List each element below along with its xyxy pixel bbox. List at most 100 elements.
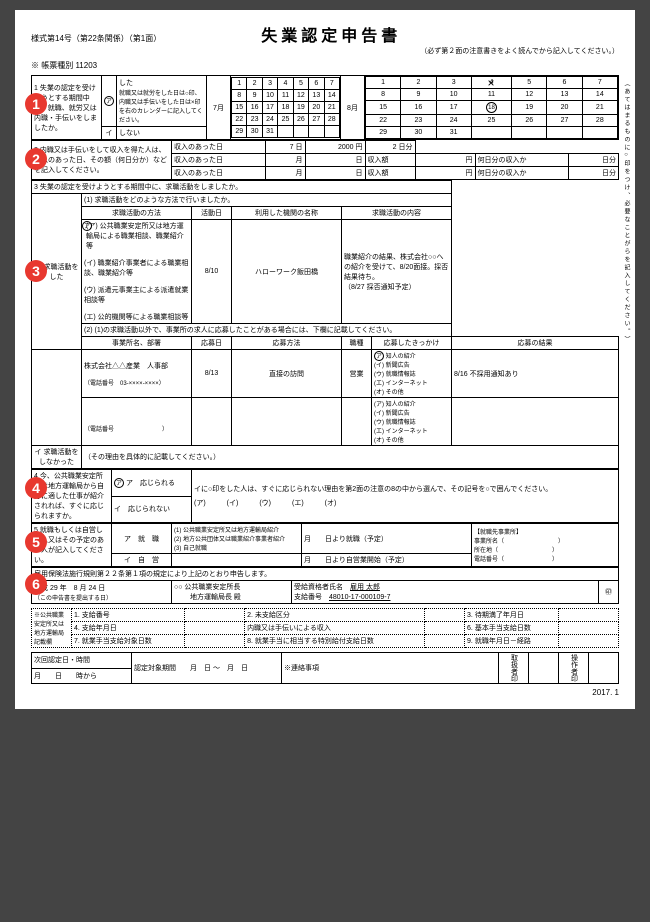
s4-note: イに○印をした人は、すぐに応じられない理由を第2面の注意の8の中から選んで、その… — [194, 484, 616, 494]
side-note: （あてはまるものに○印をつけ、必要なことがらを記入してください。） — [622, 80, 631, 344]
box-1: 取扱者印 — [499, 653, 529, 684]
badge-3: 3 — [25, 260, 47, 282]
e-title: 【就職先事業所】 — [474, 530, 522, 536]
office-use: ※公共職業安定所又は地方運輸局記載欄 1. 支給番号 2. 未支給区分 3. 待… — [31, 608, 619, 648]
badge-4: 4 — [25, 477, 47, 499]
f-6: 6. 基本手当支給日数 — [465, 622, 559, 635]
s1-opt-b: しない — [117, 126, 207, 139]
s4-opts: (ア) (イ) (ウ) (エ) (オ) — [194, 498, 616, 508]
calendar-2: 1234×56789101112131415161718192021222324… — [365, 76, 619, 140]
s1-opt-a-mark: ア — [104, 96, 114, 106]
s5-a2: (2) 地方公共団体又は職業紹介事業者紹介 — [174, 537, 285, 543]
method-list: ア(ア) 公共職業安定所又は地方運輸局による職業相談、職業紹介等 (イ) 職業紹… — [82, 220, 192, 324]
s3-didnot: イ 求職活動をしなかった — [32, 446, 82, 469]
badge-6: 6 — [25, 573, 47, 595]
dono: 殿 — [234, 594, 241, 601]
s5-a1: (1) 公共職業安定所又は地方運輸局紹介 — [174, 528, 279, 534]
next-d: 月 日 時から — [32, 668, 132, 684]
badge-1: 1 — [25, 93, 47, 115]
s6-law: 雇用保険法施行規則第２２条第１項の規定により上記のとおり申告します。 — [32, 568, 619, 581]
contact: ※連絡事項 — [282, 653, 499, 684]
num-v: 48010-17-000109-7 — [329, 594, 391, 601]
f-9: 9. 就職年月日－経路 — [465, 635, 559, 648]
r-detail: 職業紹介の結果、株式会社○○への紹介を受けて、8/20面接。採否結果待ち。 （8… — [342, 220, 452, 324]
name-v: 雇用 太郎 — [350, 584, 380, 591]
h8: 職種 — [342, 337, 372, 350]
badge-2: 2 — [25, 148, 47, 170]
box-2: 操作者印 — [559, 653, 589, 684]
s1-opt-a: した — [119, 78, 204, 88]
app-method: 直接の訪問 — [232, 350, 342, 398]
f-4: 4. 支給年月日 — [72, 622, 185, 635]
app-tel: （電話番号 03-××××-××××） — [84, 381, 165, 387]
h5: 事業所名、部署 — [82, 337, 192, 350]
f-3: 3. 待期満了年月日 — [465, 609, 559, 622]
s5-b: イ 自 営 — [112, 554, 172, 567]
h-date: 活動日 — [192, 207, 232, 220]
s4-b: イ 応じられない — [112, 496, 192, 523]
h9: 応募したきっかけ — [372, 337, 452, 350]
s6-sub: （この申告書を提出する日） — [34, 596, 112, 602]
s5-d1: 月 日より就職（予定） — [302, 524, 472, 554]
form-number: 様式第14号（第22条関係）（第1面） — [31, 33, 161, 44]
app-job: 営業 — [342, 350, 372, 398]
r-date: 8/10 — [192, 220, 232, 324]
section-2: 2 内職又は手伝いをして収入を得た人は、収入のあった日、その額（何日分か）などを… — [31, 140, 619, 180]
f-2: 2. 未支給区分 — [245, 609, 425, 622]
app-trigger-2: (ア) 知人の紹介 (イ) 新聞広告 (ウ) 就職情報誌 (エ) インターネット… — [372, 398, 452, 446]
ticket-type: ※ 帳票種別 11203 — [31, 60, 619, 71]
footer-date: 2017. 1 — [31, 688, 619, 697]
f-8: 8. 就業手当に相当する特別給付支給日数 — [245, 635, 425, 648]
s6-to: ○○ 公共職業安定所長 地方運輸局長 — [174, 584, 240, 601]
form-page: （あてはまるものに○印をつけ、必要なことがらを記入してください。） 様式第14号… — [15, 10, 635, 709]
form-title: 失業認定申告書 — [261, 22, 401, 46]
section-1: 1 失業の認定を受けようとする期間中に、就職、就労又は内職・手伝いをしましたか。… — [31, 75, 619, 140]
tel-blank: （電話番号 ） — [84, 427, 168, 433]
app-date: 8/13 — [192, 350, 232, 398]
s5-a: ア 就 職 — [112, 524, 172, 554]
section-6: 雇用保険法施行規則第２２条第１項の規定により上記のとおり申告します。 平成 29… — [31, 567, 619, 604]
num-l: 支給番号 — [294, 594, 322, 601]
s3-didnot-note: （その理由を具体的に記載してください。） — [82, 446, 619, 469]
next-date: 次回認定日・時間 認定対象期間 月 日 ～ 月 日 ※連絡事項 取扱者印 操作者… — [31, 652, 619, 684]
h-method: 求職活動の方法 — [82, 207, 192, 220]
name-l: 受給資格者氏名 — [294, 584, 343, 591]
calendar-1: 1234567891011121314151617181920212223242… — [231, 76, 341, 140]
section-3: 3 失業の認定を受けようとする期間中に、求職活動をしましたか。 ア 求職活動をし… — [31, 180, 619, 469]
h6: 応募日 — [192, 337, 232, 350]
stamp: ㊞ — [599, 581, 619, 604]
next-l: 次回認定日・時間 — [32, 653, 132, 669]
f-label: ※公共職業安定所又は地方運輸局記載欄 — [32, 609, 72, 648]
s3-question: 3 失業の認定を受けようとする期間中に、求職活動をしましたか。 — [32, 181, 452, 194]
m-d: (エ) 公的機関等による職業相談等 — [84, 312, 189, 322]
h-detail: 求職活動の内容 — [342, 207, 452, 220]
s1-opt-a-note: 就職又は就労をした日は○印、内職又は手伝いをした日は×印を右のカレンダーに記入し… — [119, 88, 204, 124]
h-org: 利用した機関の名称 — [232, 207, 342, 220]
m-a: (ア) 公共職業安定所又は地方運輸局による職業相談、職業紹介等 — [86, 223, 184, 250]
m-b: (イ) 職業紹介事業者による職業相談、職業紹介等 — [84, 258, 189, 278]
header: 様式第14号（第22条関係）（第1面） 失業認定申告書 — [31, 22, 619, 46]
s3-sub2: (2) (1)の求職活動以外で、事業所の求人に応募したことがある場合には、下欄に… — [82, 324, 452, 337]
m-c: (ウ) 派遣元事業主による派遣就業相談等 — [84, 285, 189, 305]
r-org: ハローワーク飯田橋 — [232, 220, 342, 324]
s5-a3: (3) 自己就職 — [174, 546, 207, 552]
s4-a: ア 応じられる — [126, 480, 175, 487]
app-result: 8/16 不採用通知あり — [452, 350, 619, 398]
badge-5: 5 — [25, 531, 47, 553]
h7: 応募方法 — [232, 337, 342, 350]
f-1: 1. 支給番号 — [72, 609, 185, 622]
app-name: 株式会社△△産業 人事部 — [84, 363, 168, 370]
e3: 電話番号（ ） — [474, 557, 558, 563]
section-5: 5 就職もしくは自営した人又はその予定のある人が記入してください。 ア 就 職 … — [31, 523, 619, 567]
month-1: 7月 — [207, 76, 231, 140]
f-7: 7. 就業手当支給対象日数 — [72, 635, 185, 648]
app-trigger: (ア) 知人の紹介 (イ) 新聞広告 (ウ) 就職情報誌 (エ) インターネット… — [372, 350, 452, 398]
s5-d2: 月 日より自営業開始（予定） — [302, 554, 472, 567]
s2-question: 2 内職又は手伝いをして収入を得た人は、収入のあった日、その額（何日分か）などを… — [32, 141, 172, 180]
e1: 事業所名（ ） — [474, 539, 564, 545]
section-4: 4 今、公共職業安定所又は地方運輸局から自分に適した仕事が紹介されれば、すぐに応… — [31, 469, 619, 523]
s3-sub1: (1) 求職活動をどのような方法で行いましたか。 — [82, 194, 452, 207]
period: 認定対象期間 月 日 ～ 月 日 — [132, 653, 282, 684]
s1-opt-b-mark: イ — [102, 126, 117, 139]
f-5: 内職又は手伝いによる収入 — [245, 622, 425, 635]
